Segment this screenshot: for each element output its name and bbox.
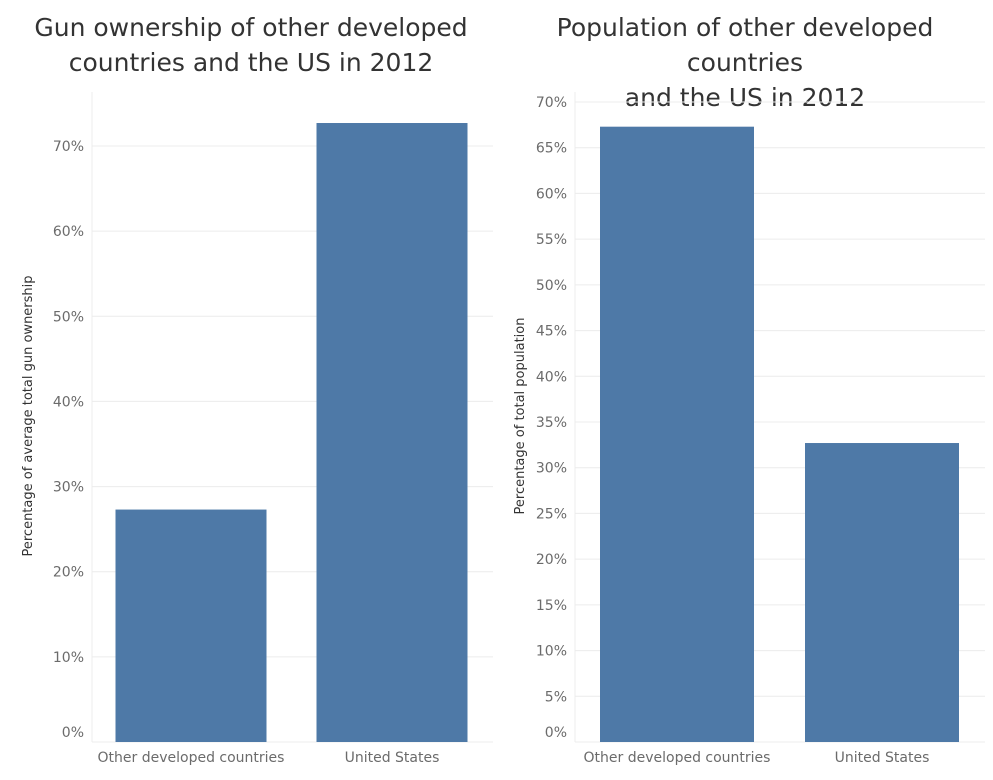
gun-y-axis-title: Percentage of average total gun ownershi… [21, 275, 36, 556]
gun-y-tick-label: 40% [53, 394, 84, 410]
population-y-axis-title: Percentage of total population [513, 318, 528, 515]
population-y-tick-label: 30% [536, 461, 567, 477]
gun-y-tick-label: 50% [53, 309, 84, 325]
population-y-tick-label: 70% [536, 95, 567, 111]
gun-x-category-label: Other developed countries [98, 750, 285, 766]
gun-x-category-label: United States [345, 750, 440, 766]
population-y-tick-label: 0% [545, 725, 567, 741]
population-y-tick-label: 60% [536, 186, 567, 202]
population-y-tick-label: 35% [536, 415, 567, 431]
gun-y-tick-label: 20% [53, 565, 84, 581]
population-x-category-label: United States [835, 750, 930, 766]
chart-title-population: Population of other developed countries … [556, 13, 934, 112]
chart-title-gun-ownership: Gun ownership of other developed countri… [34, 13, 468, 77]
gun-bar-other-developed-countries [115, 509, 267, 742]
gun-y-tick-label: 10% [53, 650, 84, 666]
population-x-category-label: Other developed countries [584, 750, 771, 766]
population-bar-other-developed-countries [600, 126, 754, 742]
population-y-tick-label: 55% [536, 232, 567, 248]
gun-y-tick-label: 30% [53, 480, 84, 496]
gun-y-tick-label: 0% [62, 725, 84, 741]
population-y-tick-label: 5% [545, 689, 567, 705]
gun-y-tick-label: 60% [53, 224, 84, 240]
population-y-tick-label: 45% [536, 324, 567, 340]
population-y-tick-label: 65% [536, 141, 567, 157]
gun-bar-united-states [316, 123, 468, 743]
population-y-tick-label: 40% [536, 369, 567, 385]
population-y-tick-label: 15% [536, 598, 567, 614]
gun-y-tick-label: 70% [53, 139, 84, 155]
population-y-tick-label: 50% [536, 278, 567, 294]
population-y-tick-label: 10% [536, 644, 567, 660]
population-bar-united-states [805, 443, 959, 742]
population-y-tick-label: 20% [536, 552, 567, 568]
population-y-tick-label: 25% [536, 506, 567, 522]
